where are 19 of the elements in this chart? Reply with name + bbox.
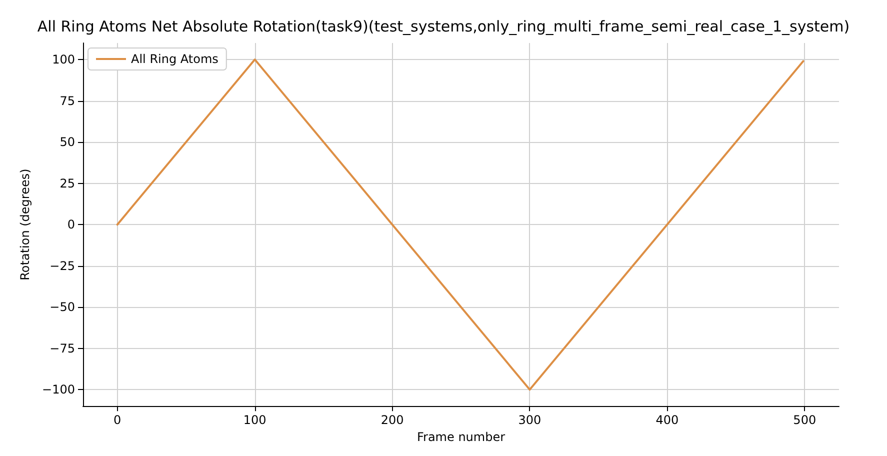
y-tick-label: 75 <box>60 94 75 108</box>
y-tick-label: 50 <box>60 135 75 150</box>
y-tick-label: 25 <box>60 176 75 190</box>
y-tick-label: −50 <box>50 300 75 314</box>
x-axis-title: Frame number <box>416 430 506 444</box>
y-tick-label: 0 <box>67 218 75 232</box>
y-tick-label: 100 <box>52 52 75 67</box>
x-tick-label: 200 <box>380 413 404 428</box>
x-tick-label: 300 <box>518 413 542 428</box>
chart-title: All Ring Atoms Net Absolute Rotation(task9)(test_systems,only_ring_multi_frame_semi_real_case_1_system) <box>37 18 850 36</box>
y-tick-label: −75 <box>50 341 75 356</box>
y-axis-title: Rotation (degrees) <box>18 168 32 280</box>
y-tick-label: −25 <box>50 258 75 273</box>
y-tick-label: −100 <box>42 382 75 397</box>
x-tick-label: 100 <box>243 413 266 428</box>
x-tick-label: 400 <box>656 413 679 428</box>
legend-label: All Ring Atoms <box>131 52 218 66</box>
x-tick-label: 500 <box>793 413 816 428</box>
x-tick-label: 0 <box>114 413 122 428</box>
